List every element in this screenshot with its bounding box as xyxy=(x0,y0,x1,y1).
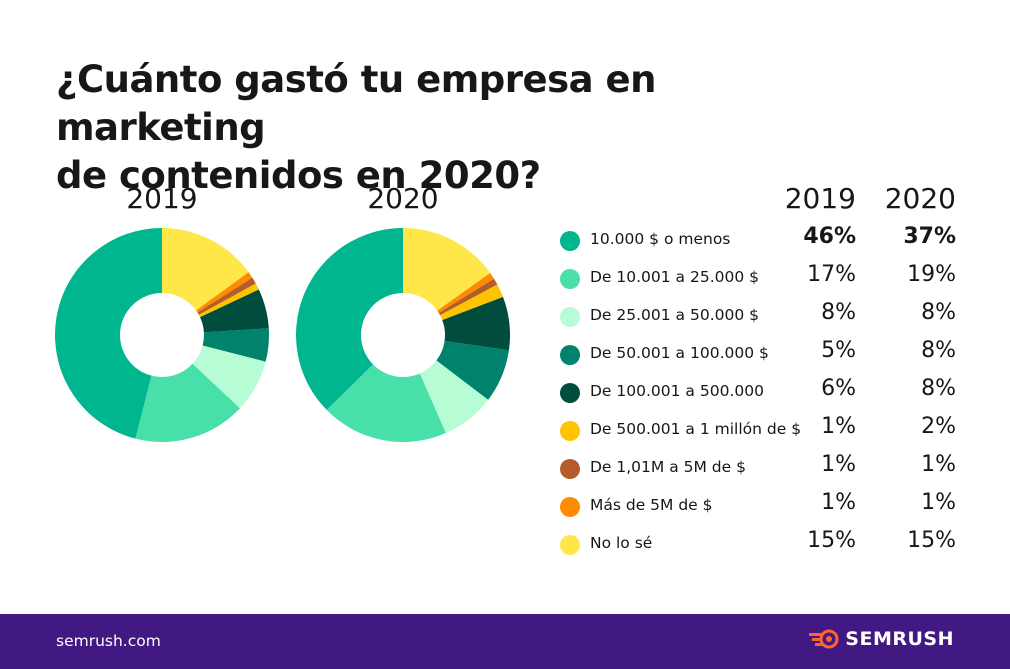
legend-swatch xyxy=(560,497,580,517)
legend-label: De 1,01M a 5M de $ xyxy=(590,458,746,476)
data-label-2019: 17% xyxy=(807,262,856,287)
donut-slice-2020-3 xyxy=(436,340,509,400)
legend-row: De 50.001 a 100.000 $ 5% 8% xyxy=(560,336,970,374)
data-label-2020: 2% xyxy=(921,414,956,439)
legend-row: Más de 5M de $ 1% 1% xyxy=(560,488,970,526)
data-label-2019: 6% xyxy=(821,376,856,401)
data-label-2020: 8% xyxy=(921,376,956,401)
donut-chart-2020 xyxy=(296,228,510,442)
footer-site-link[interactable]: semrush.com xyxy=(56,632,161,650)
legend-row: De 10.001 a 25.000 $ 17% 19% xyxy=(560,260,970,298)
legend-swatch xyxy=(560,231,580,251)
donut-slice-2020-7 xyxy=(437,272,494,313)
footer-bar: semrush.com SEMRUSH xyxy=(0,614,1010,669)
semrush-logo-icon xyxy=(809,629,839,649)
donut-slice-2020-6 xyxy=(438,278,498,316)
column-header-2020: 2020 xyxy=(884,182,956,215)
donut-slice-2020-1 xyxy=(326,364,446,442)
legend-row: De 100.001 a 500.000 6% 8% xyxy=(560,374,970,412)
donut-2020-label: 2020 xyxy=(367,182,439,215)
donut-slice-2020-2 xyxy=(419,360,489,434)
title-line-2: de contenidos en 2020? xyxy=(56,154,541,197)
legend-row: No lo sé 15% 15% xyxy=(560,526,970,564)
legend-swatch xyxy=(560,421,580,441)
data-label-2019: 1% xyxy=(821,490,856,515)
title-line-1: ¿Cuánto gastó tu empresa en marketing xyxy=(56,58,656,149)
data-label-2019: 5% xyxy=(821,338,856,363)
page-title: ¿Cuánto gastó tu empresa en marketing de… xyxy=(56,56,876,200)
donut-slice-2019-4 xyxy=(200,289,269,333)
donut-slice-2019-5 xyxy=(198,283,259,318)
data-label-2019: 15% xyxy=(807,528,856,553)
donut-slice-2019-7 xyxy=(195,272,253,313)
legend-label: De 100.001 a 500.000 xyxy=(590,382,764,400)
legend-swatch xyxy=(560,269,580,289)
column-header-2019: 2019 xyxy=(784,182,856,215)
legend-label: 10.000 $ o menos xyxy=(590,230,731,248)
data-label-2020: 37% xyxy=(903,224,956,249)
donut-2019-label: 2019 xyxy=(126,182,198,215)
data-label-2020: 1% xyxy=(921,490,956,515)
legend-swatch xyxy=(560,307,580,327)
data-label-2020: 15% xyxy=(907,528,956,553)
legend-row: De 500.001 a 1 millón de $ 1% 2% xyxy=(560,412,970,450)
legend-row: De 1,01M a 5M de $ 1% 1% xyxy=(560,450,970,488)
legend-swatch xyxy=(560,345,580,365)
donut-slice-2020-8 xyxy=(403,228,491,311)
data-label-2020: 1% xyxy=(921,452,956,477)
donut-slice-2019-6 xyxy=(197,277,256,315)
brand-name: SEMRUSH xyxy=(845,628,954,650)
legend-label: No lo sé xyxy=(590,534,653,552)
data-label-2019: 1% xyxy=(821,452,856,477)
donut-slice-2020-0 xyxy=(296,228,403,411)
data-label-2020: 19% xyxy=(907,262,956,287)
legend-swatch xyxy=(560,383,580,403)
legend-label: De 10.001 a 25.000 $ xyxy=(590,268,760,286)
legend-label: De 500.001 a 1 millón de $ xyxy=(590,420,802,438)
data-label-2019: 8% xyxy=(821,300,856,325)
legend-label: De 25.001 a 50.000 $ xyxy=(590,306,760,324)
donut-slice-2019-0 xyxy=(55,228,162,439)
data-label-2020: 8% xyxy=(921,300,956,325)
donut-slice-2020-5 xyxy=(440,284,503,321)
brand-logo: SEMRUSH xyxy=(809,628,954,650)
data-label-2019: 46% xyxy=(803,224,856,249)
donut-slice-2019-3 xyxy=(202,328,269,362)
donut-slice-2019-1 xyxy=(135,363,240,442)
legend-row: 10.000 $ o menos 46% 37% xyxy=(560,222,970,260)
donut-slice-2020-4 xyxy=(442,296,510,351)
legend-row: De 25.001 a 50.000 $ 8% 8% xyxy=(560,298,970,336)
legend-label: Más de 5M de $ xyxy=(590,496,713,514)
data-label-2020: 8% xyxy=(921,338,956,363)
donut-slice-2019-2 xyxy=(192,345,266,409)
data-label-2019: 1% xyxy=(821,414,856,439)
donut-chart-2019 xyxy=(55,228,269,442)
legend-swatch xyxy=(560,459,580,479)
legend-label: De 50.001 a 100.000 $ xyxy=(590,344,769,362)
donut-slice-2019-8 xyxy=(162,228,249,311)
legend-swatch xyxy=(560,535,580,555)
